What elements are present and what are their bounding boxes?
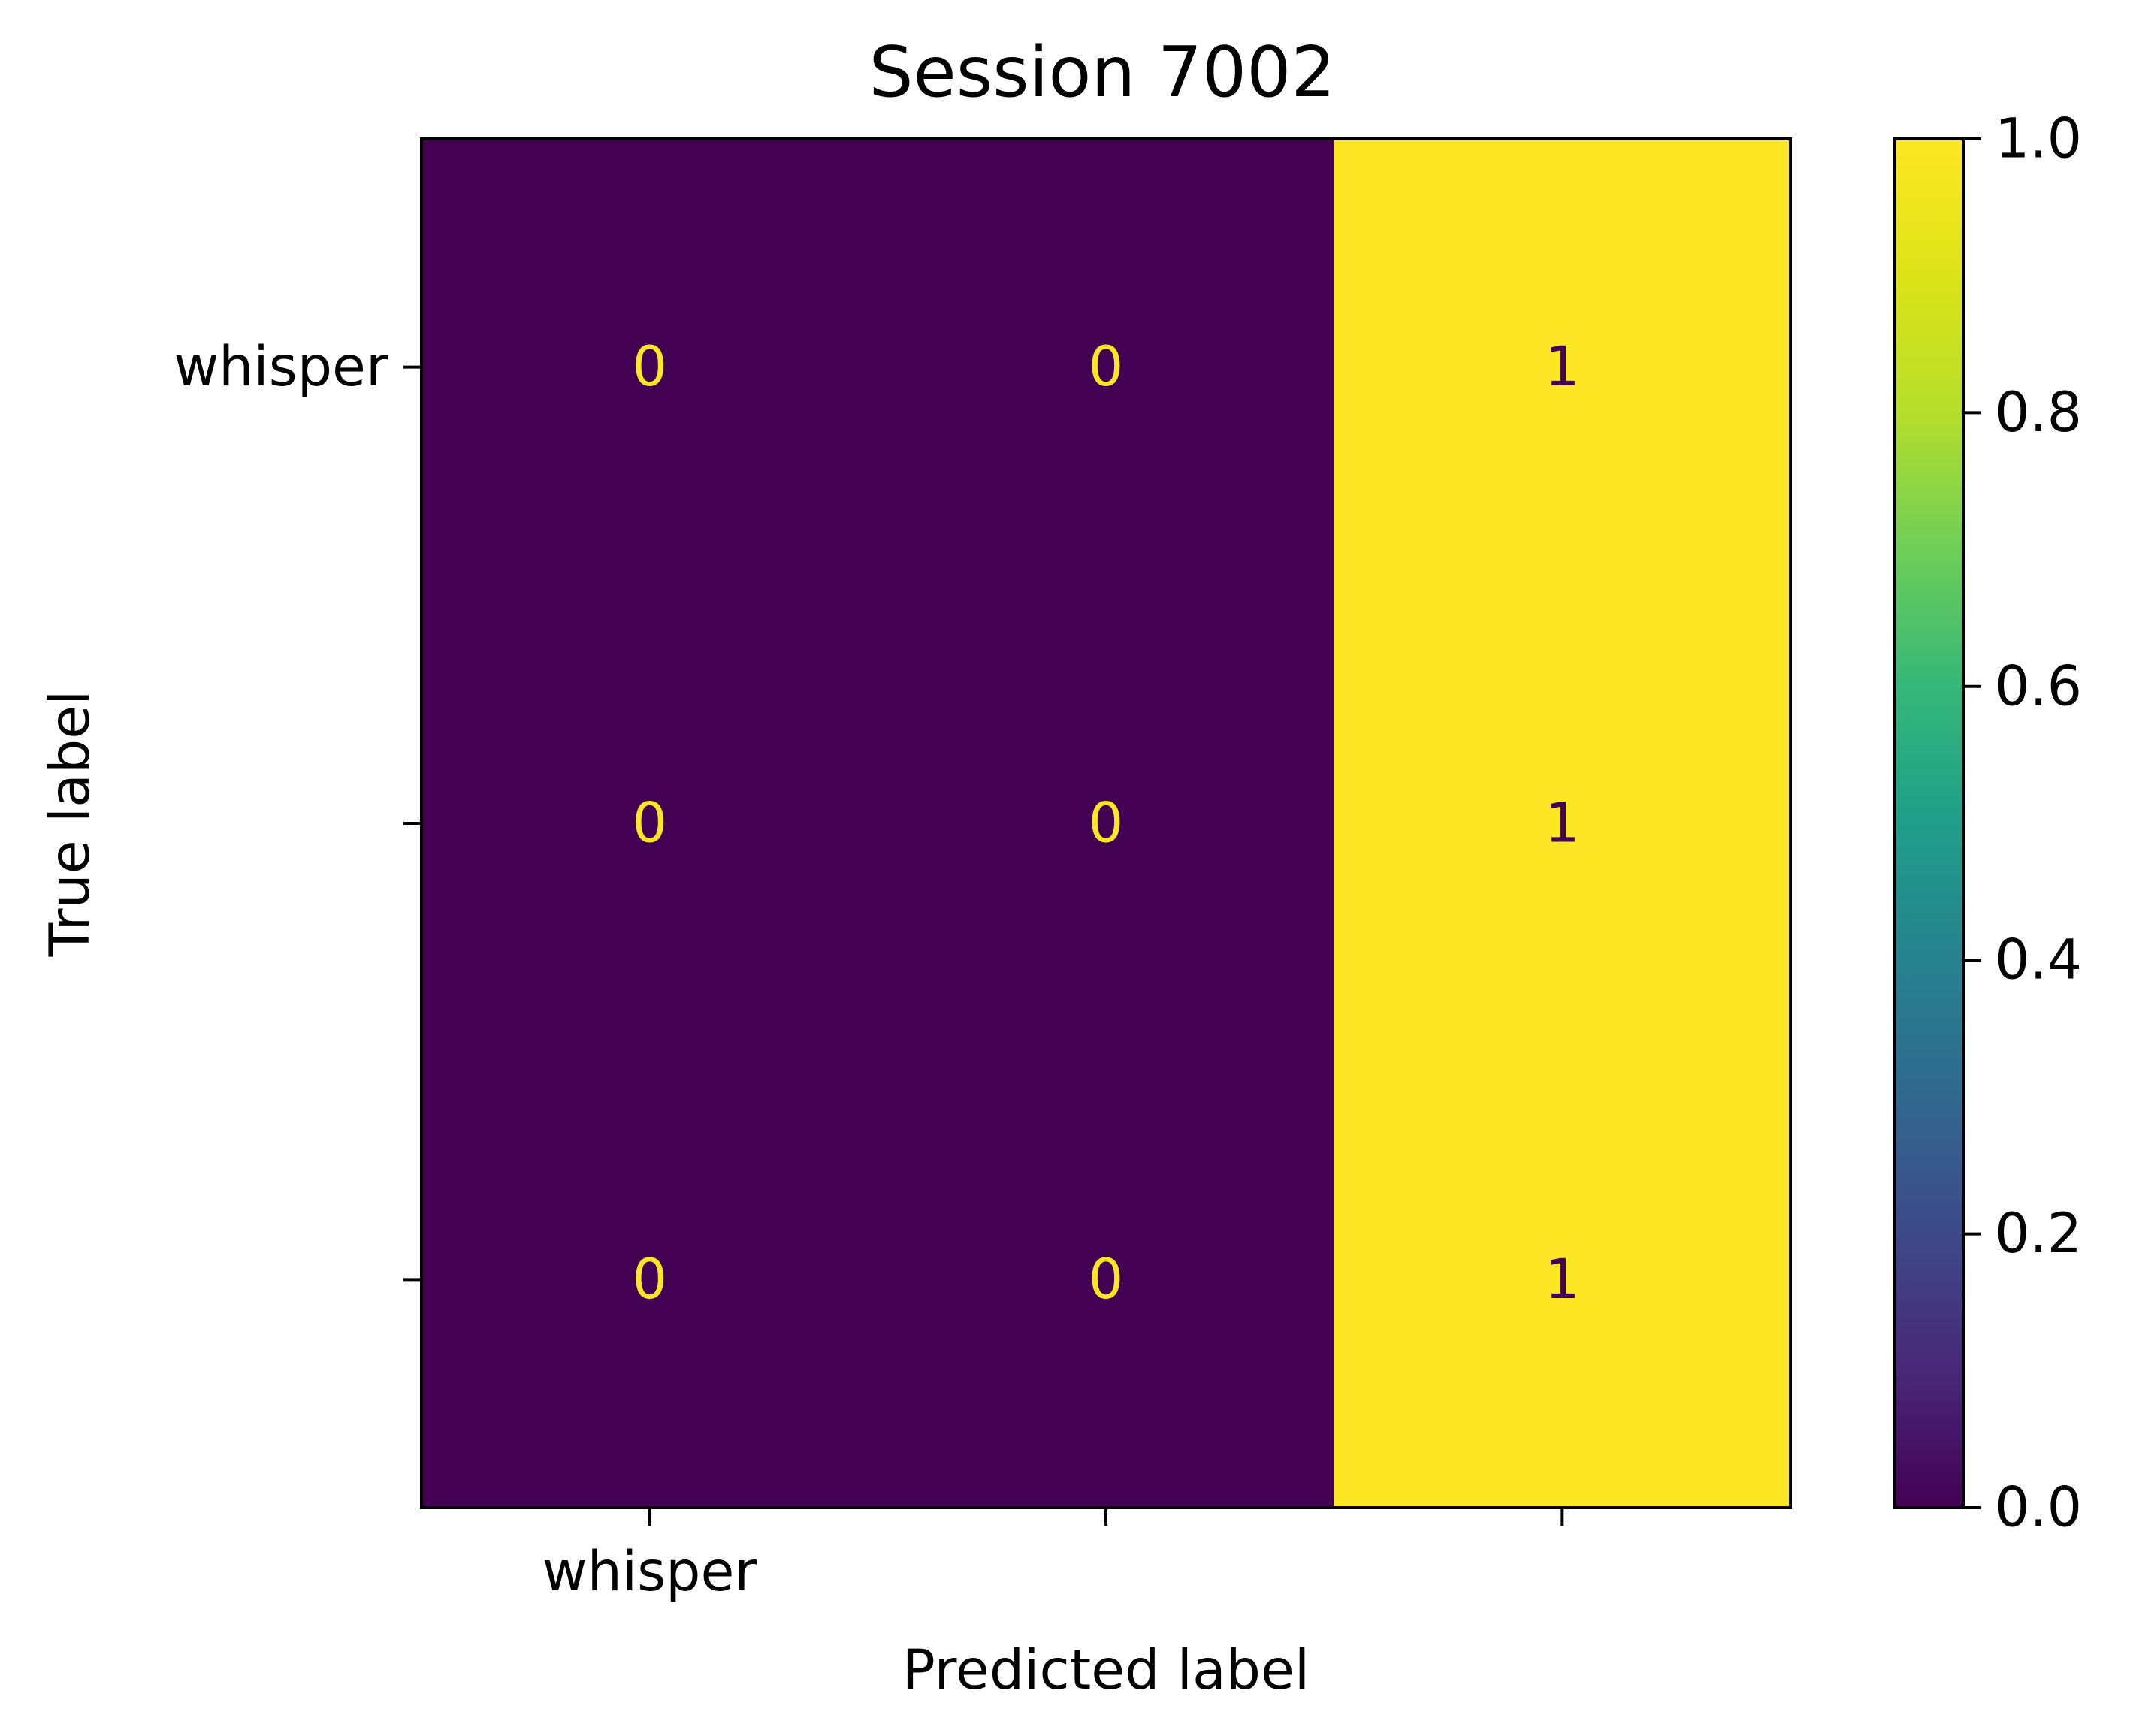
heatmap-cell [421,1051,878,1508]
cell-value-label: 0 [1089,335,1123,399]
cell-value-label: 0 [632,1248,666,1312]
heatmap-cell-labels: 0 0 1 0 0 1 0 0 1 [632,335,1579,1312]
y-axis-label: True label [38,690,102,958]
cell-value-label: 1 [1545,335,1579,399]
heatmap-cell [1334,1051,1791,1508]
colorbar [1893,137,1965,1509]
colorbar-tick-label: 0.0 [1995,1476,2082,1540]
heatmap-cell [1334,139,1791,596]
heatmap-cell [878,1051,1335,1508]
x-tick-label: whisper [542,1540,758,1604]
colorbar-tick-label: 0.4 [1995,928,2082,992]
y-axis-ticks: whisper [174,335,421,1282]
heatmap-cell [878,595,1335,1052]
colorbar-tick-label: 1.0 [1995,107,2082,171]
heatmap-cell [878,139,1335,596]
heatmap-cell [421,139,878,596]
x-axis-label: Predicted label [902,1638,1310,1702]
heatmap-cell [421,595,878,1052]
y-tick-label: whisper [174,335,389,399]
cell-value-label: 1 [1545,1248,1579,1312]
colorbar-tick-label: 0.2 [1995,1202,2082,1266]
heatmap-cell [1334,595,1791,1052]
cell-value-label: 1 [1545,792,1579,856]
chart-title: Session 7002 [869,32,1335,113]
colorbar-tick-label: 0.6 [1995,654,2082,718]
colorbar-tick-label: 0.8 [1995,381,2082,445]
cell-value-label: 0 [632,335,666,399]
x-axis-ticks: whisper [542,1508,1564,1604]
cell-value-label: 0 [632,792,666,856]
cell-value-label: 0 [1089,792,1123,856]
cell-value-label: 0 [1089,1248,1123,1312]
heatmap-cells [421,139,1791,1508]
colorbar-ticks: 0.0 0.2 0.4 0.6 0.8 1.0 [1963,107,2082,1540]
